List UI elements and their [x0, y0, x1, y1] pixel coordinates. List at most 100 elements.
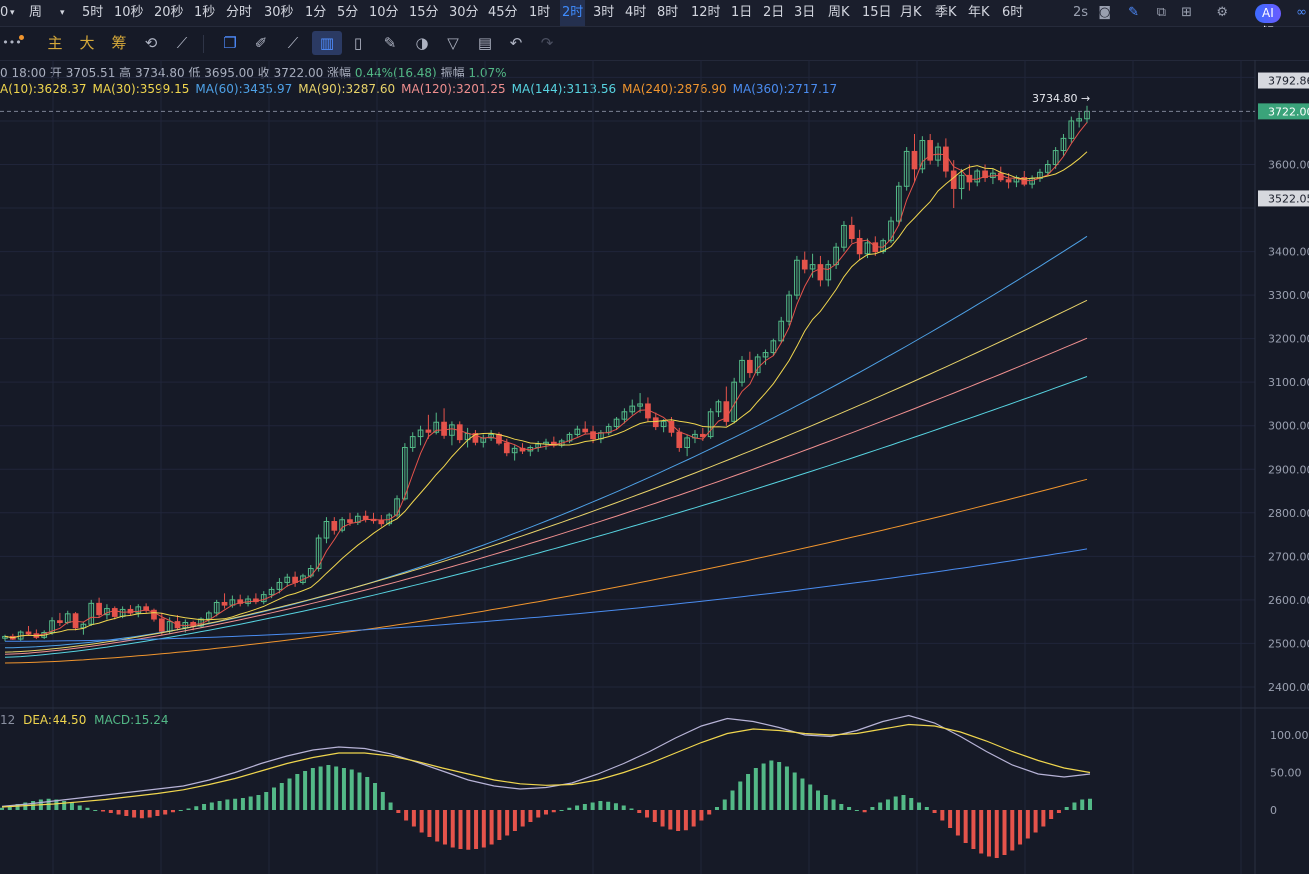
macd-bar	[590, 802, 595, 810]
macd-bar	[885, 799, 890, 810]
macd-bar	[769, 760, 774, 810]
brush-icon[interactable]: ⟋	[287, 34, 299, 52]
main-indicator-toggle[interactable]: 主	[47, 34, 63, 52]
indicator-icon[interactable]: ⟲	[144, 34, 158, 52]
timeframe-4时[interactable]: 4时	[625, 5, 647, 20]
macd-bar	[559, 810, 564, 811]
kline-chart[interactable]: 3734.80 → 3792.86 3722.00 3600.00 3522.05 340…	[0, 60, 1309, 874]
candle-body	[284, 576, 291, 583]
timeframe-周K[interactable]: 周K	[828, 5, 850, 20]
timeframe-2时[interactable]: 2时	[560, 0, 586, 26]
magnet-icon[interactable]: ◑	[415, 34, 429, 52]
timeframe-分时[interactable]: 分时	[226, 5, 253, 20]
timeframe-10分[interactable]: 10分	[369, 5, 399, 20]
chips-toggle[interactable]: 筹	[111, 34, 127, 52]
candle-body	[684, 437, 690, 448]
candle-style-icon[interactable]: ▥	[312, 31, 342, 55]
timeframe-月K[interactable]: 月K	[900, 5, 922, 20]
macd-bar	[792, 772, 797, 810]
timeframe-15日[interactable]: 15日	[862, 5, 892, 20]
ai-explain-button[interactable]: AI解读	[1255, 4, 1281, 58]
macd-bar	[396, 810, 401, 813]
low-label: 低	[188, 66, 201, 80]
dea-line	[1, 723, 1091, 808]
grid-icon[interactable]: ⊞	[1181, 5, 1192, 20]
timeframe-1时[interactable]: 1时	[529, 5, 551, 20]
link-icon[interactable]: ∞	[1296, 5, 1307, 20]
popout-icon[interactable]: ⧉	[1156, 5, 1166, 20]
candle-body	[511, 447, 518, 454]
settings-icon[interactable]: ⚙	[1216, 5, 1228, 20]
candle-body	[1052, 150, 1059, 165]
macd-bar	[816, 790, 820, 810]
high-value: 3734.80	[135, 66, 185, 80]
candle-body	[943, 146, 949, 172]
timeframe-3时[interactable]: 3时	[593, 5, 615, 20]
open-value: 3705.51	[65, 66, 116, 80]
candle-body	[339, 519, 345, 531]
timeframe-20秒[interactable]: 20秒	[154, 5, 184, 20]
macd-bar	[699, 810, 704, 821]
timeframe-30秒[interactable]: 30秒	[264, 5, 294, 20]
draw-tool-icon[interactable]: ⟋	[176, 34, 188, 52]
dea-value: DEA:44.50	[23, 713, 87, 727]
ruler-icon[interactable]: ✐	[254, 34, 268, 52]
candle-body	[801, 259, 808, 270]
undo-icon[interactable]: ↶	[509, 34, 523, 52]
timeframe-6时[interactable]: 6时	[1002, 5, 1024, 20]
macd-bar	[93, 810, 98, 811]
filter-icon[interactable]: ▽	[447, 34, 459, 52]
candle-body	[206, 612, 212, 620]
ma-trend-line	[4, 337, 1088, 655]
timeframe-季K[interactable]: 季K	[935, 5, 957, 20]
timeframe-5分[interactable]: 5分	[337, 5, 359, 20]
macd-bar	[940, 810, 945, 821]
edit-icon[interactable]: ✎	[383, 34, 397, 52]
candle-body	[762, 352, 769, 358]
candle-body	[221, 601, 228, 606]
clipboard-icon[interactable]: ▯	[353, 34, 363, 52]
camera-icon[interactable]: ◙	[1098, 5, 1111, 20]
timeframe-8时[interactable]: 8时	[657, 5, 679, 20]
macd-bar	[784, 766, 789, 810]
candle-body	[817, 264, 824, 281]
macd-bar	[746, 774, 751, 810]
timeframe-1日[interactable]: 1日	[731, 5, 753, 20]
refresh-interval[interactable]: 2s	[1072, 5, 1088, 20]
candle-body	[950, 170, 957, 189]
macd-partial: 12	[0, 713, 16, 727]
timeframe-1分[interactable]: 1分	[305, 5, 327, 20]
price-tag	[1258, 72, 1309, 89]
timeframe-2日[interactable]: 2日	[763, 5, 785, 20]
copy-icon[interactable]: ❐	[223, 34, 237, 52]
macd-bar	[544, 810, 548, 815]
timeframe-15分[interactable]: 15分	[409, 5, 439, 20]
timeframe-10秒[interactable]: 10秒	[114, 5, 144, 20]
timeframe-30分[interactable]: 30分	[449, 5, 479, 20]
close-label: 收	[257, 66, 270, 80]
big-trade-toggle[interactable]: 大	[79, 34, 95, 52]
macd-bar	[287, 778, 292, 810]
timeframe-45分[interactable]: 45分	[488, 5, 518, 20]
candle-body	[237, 599, 244, 604]
macd-bar	[108, 810, 113, 813]
timeframe-3日[interactable]: 3日	[794, 5, 816, 20]
candle-body	[1068, 120, 1075, 139]
timeframe-年K[interactable]: 年K	[968, 5, 990, 20]
timeframe-12时[interactable]: 12时	[691, 5, 721, 20]
more-menu[interactable]: •••	[2, 36, 22, 49]
low-value: 3695.00	[204, 66, 254, 80]
macd-bar	[870, 807, 875, 810]
redo-icon[interactable]: ↷	[540, 34, 554, 52]
y-axis-label: 3200.00	[1268, 333, 1309, 346]
macd-bar	[668, 810, 673, 830]
candle-body	[331, 520, 338, 531]
macd-bar	[831, 799, 836, 810]
macd-bar	[264, 792, 269, 810]
pen-icon[interactable]: ✎	[1128, 5, 1139, 20]
macd-bar	[303, 771, 308, 810]
timeframe-1秒[interactable]: 1秒	[194, 5, 216, 20]
macd-bar	[613, 803, 618, 810]
trash-icon[interactable]: ▤	[477, 34, 493, 52]
timeframe-5时[interactable]: 5时	[82, 5, 104, 20]
